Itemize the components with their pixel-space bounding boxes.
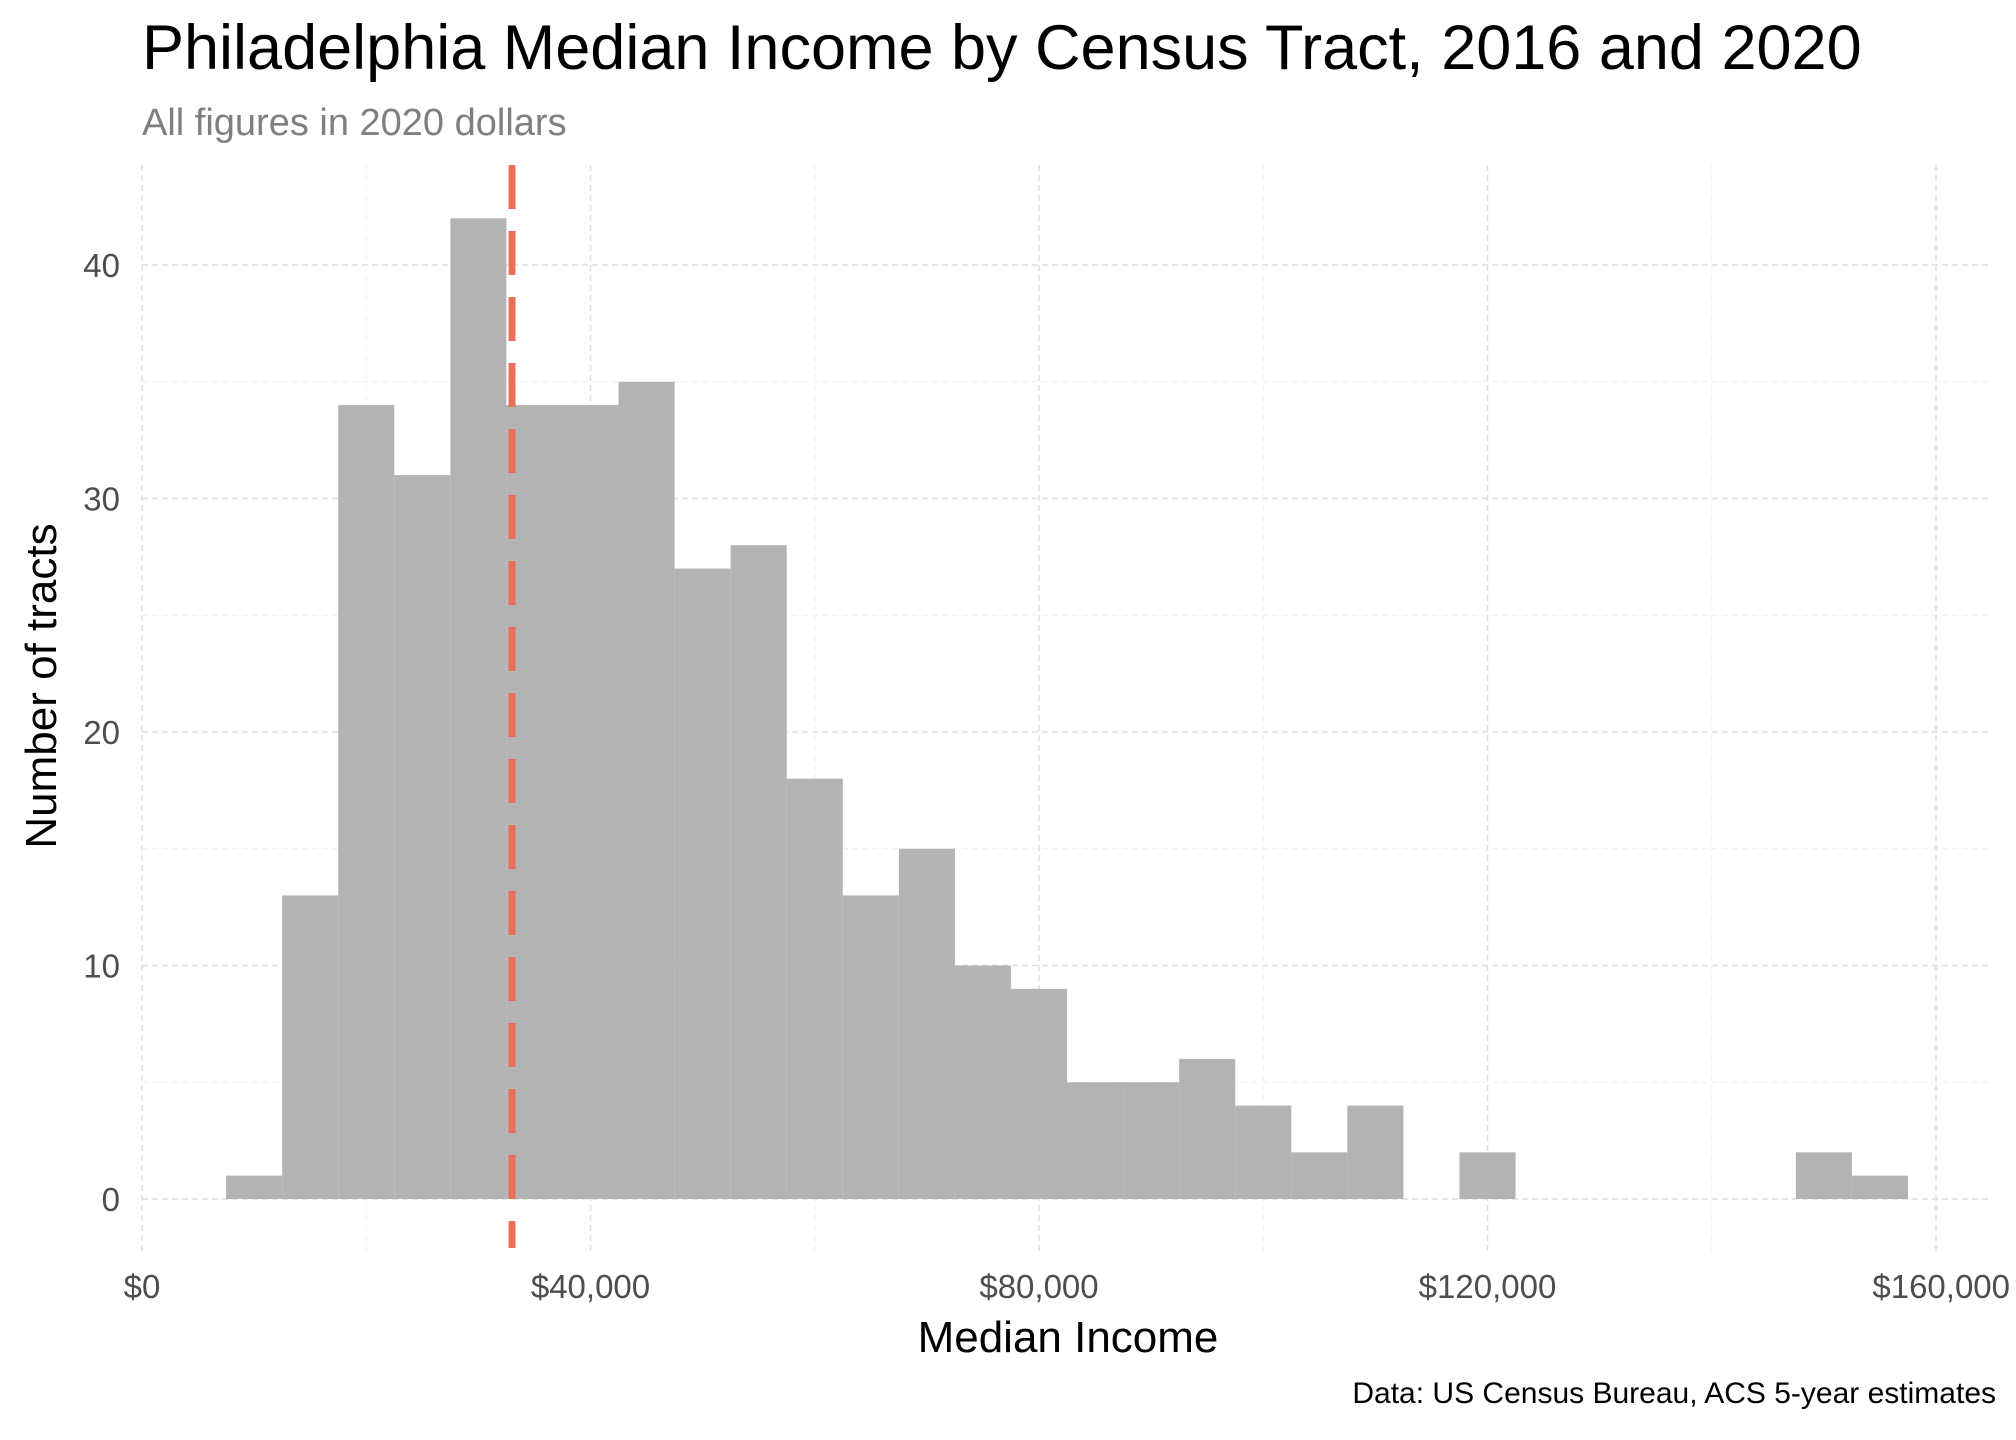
histogram-bar bbox=[730, 545, 787, 1199]
y-axis-title: Number of tracts bbox=[17, 523, 66, 848]
y-axis-ticks: 0 10 20 30 40 bbox=[83, 247, 120, 1218]
y-tick-label: 0 bbox=[102, 1181, 120, 1218]
histogram-bars bbox=[226, 218, 1908, 1200]
histogram-bar bbox=[506, 405, 563, 1200]
histogram-bar bbox=[1179, 1058, 1236, 1199]
histogram-bar bbox=[1123, 1082, 1180, 1199]
x-tick-label: $0 bbox=[124, 1268, 161, 1305]
histogram-bar bbox=[1010, 988, 1068, 1199]
histogram-bar bbox=[1067, 1082, 1124, 1199]
histogram-bar bbox=[450, 218, 507, 1200]
histogram-bar bbox=[954, 965, 1011, 1199]
histogram-bar bbox=[898, 848, 955, 1199]
histogram-bar bbox=[338, 405, 395, 1200]
histogram-bar bbox=[1347, 1105, 1404, 1199]
x-axis-title: Median Income bbox=[918, 1313, 1219, 1362]
histogram-bar bbox=[226, 1175, 283, 1199]
histogram-bar bbox=[842, 895, 899, 1199]
histogram-bar bbox=[562, 405, 619, 1200]
histogram-bar bbox=[1235, 1105, 1292, 1199]
y-tick-label: 30 bbox=[83, 481, 120, 518]
chart-subtitle: All figures in 2020 dollars bbox=[142, 102, 567, 144]
histogram-bar bbox=[1851, 1175, 1908, 1199]
chart-title: Philadelphia Median Income by Census Tra… bbox=[142, 13, 1862, 83]
x-tick-label: $40,000 bbox=[531, 1268, 650, 1305]
histogram-bar bbox=[282, 895, 339, 1199]
y-tick-label: 20 bbox=[83, 714, 120, 751]
x-tick-label: $120,000 bbox=[1419, 1268, 1557, 1305]
y-tick-label: 10 bbox=[83, 948, 120, 985]
histogram-bar bbox=[786, 778, 843, 1199]
chart-caption: Data: US Census Bureau, ACS 5-year estim… bbox=[1352, 1377, 1996, 1410]
histogram-bar bbox=[1291, 1152, 1348, 1199]
histogram-bar bbox=[1795, 1152, 1852, 1199]
x-axis-ticks: $0 $40,000 $80,000 $120,000 $160,000 bbox=[124, 1268, 2010, 1305]
y-tick-label: 40 bbox=[83, 247, 120, 284]
histogram-bar bbox=[1459, 1152, 1516, 1199]
x-tick-label: $160,000 bbox=[1872, 1268, 2010, 1305]
x-tick-label: $80,000 bbox=[979, 1268, 1098, 1305]
histogram-bar bbox=[674, 568, 731, 1199]
histogram-bar bbox=[394, 475, 451, 1199]
histogram-bar bbox=[618, 381, 675, 1199]
